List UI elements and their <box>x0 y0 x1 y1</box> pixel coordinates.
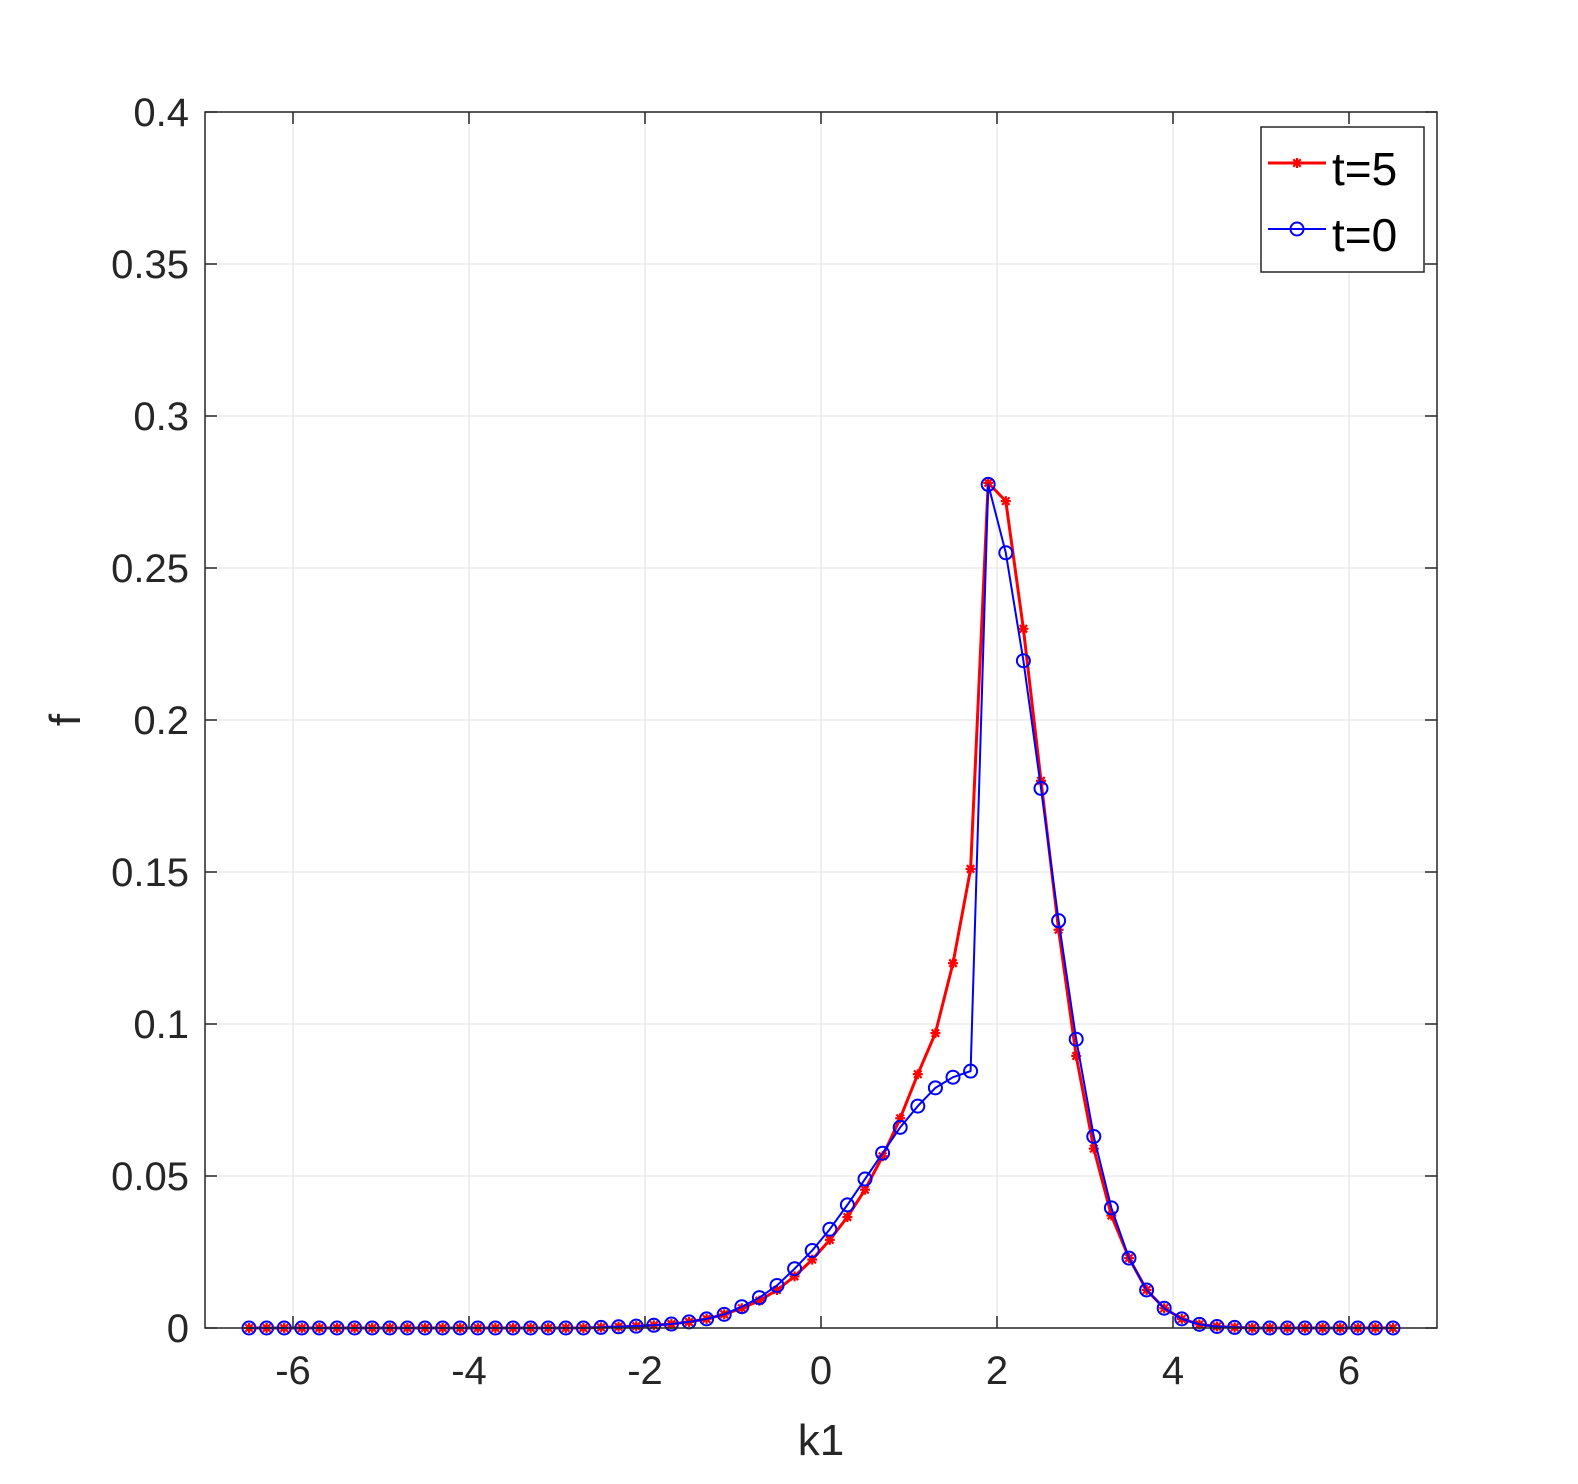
tick-labels: -6 -4 -2 0 2 4 6 0 0.05 0.1 0.15 0.2 0.25 0.3 0.35 0.4 <box>111 91 1360 1393</box>
x-tick-label: -4 <box>451 1349 487 1393</box>
data-point <box>734 1299 750 1315</box>
data-point <box>699 1311 715 1327</box>
data-point <box>1191 1316 1207 1332</box>
data-point <box>787 1261 803 1277</box>
y-tick-label: 0.2 <box>133 699 189 743</box>
data-point <box>912 1069 923 1080</box>
legend-box <box>1260 126 1425 273</box>
legend-marker <box>1289 221 1305 237</box>
data-point <box>611 1319 627 1335</box>
y-tick-label: 0.05 <box>111 1155 189 1199</box>
data-point <box>945 1069 961 1085</box>
data-point <box>769 1277 785 1293</box>
x-tick-label: 4 <box>1162 1349 1184 1393</box>
data-point <box>716 1306 732 1322</box>
data-point <box>857 1171 873 1187</box>
data-point <box>1156 1300 1172 1316</box>
data-point <box>1209 1318 1225 1334</box>
data-point <box>948 958 958 969</box>
data-point <box>1018 623 1029 634</box>
x-tick-label: 2 <box>986 1349 1008 1393</box>
data-point <box>1051 913 1067 929</box>
legend-marker <box>1292 158 1302 168</box>
x-tick-label: 0 <box>810 1349 832 1393</box>
data-point <box>892 1119 908 1135</box>
y-tick-label: 0.1 <box>133 1003 189 1047</box>
data-point <box>980 476 996 492</box>
y-tick-label: 0.3 <box>133 395 189 439</box>
data-point <box>1103 1200 1119 1216</box>
data-point <box>875 1145 891 1161</box>
data-point <box>1068 1031 1084 1047</box>
data-point <box>842 1212 853 1223</box>
x-tick-label: -6 <box>275 1349 311 1393</box>
data-point <box>822 1221 838 1237</box>
data-point <box>930 1028 941 1039</box>
x-axis-title: k1 <box>798 1416 844 1465</box>
y-tick-label: 0.15 <box>111 851 189 895</box>
data-point <box>1000 496 1011 507</box>
y-tick-label: 0.35 <box>111 243 189 287</box>
y-tick-label: 0.25 <box>111 547 189 591</box>
data-point <box>965 863 976 874</box>
data-point <box>628 1318 644 1334</box>
data-point <box>1086 1128 1102 1144</box>
data-point <box>839 1197 855 1213</box>
legend-label-t0: t=0 <box>1332 209 1397 261</box>
x-tick-label: 6 <box>1338 1349 1360 1393</box>
y-tick-label: 0.4 <box>133 91 189 135</box>
data-point <box>751 1290 767 1306</box>
data-point <box>1033 780 1049 796</box>
y-tick-label: 0 <box>167 1307 189 1351</box>
ticks <box>205 111 1437 1329</box>
data-point <box>1174 1311 1190 1327</box>
data-point <box>663 1316 679 1332</box>
data-point <box>1015 653 1031 669</box>
data-point <box>646 1317 662 1333</box>
legend-label-t5: t=5 <box>1332 143 1397 195</box>
x-tick-label: -2 <box>627 1349 663 1393</box>
data-point <box>963 1063 979 1079</box>
data-point <box>1139 1282 1155 1298</box>
series-layer <box>241 476 1401 1336</box>
data-point <box>804 1242 820 1258</box>
data-point <box>1121 1250 1137 1266</box>
data-point <box>910 1098 926 1114</box>
legend: t=5 t=0 <box>1260 126 1425 273</box>
y-axis-title: f <box>41 713 90 726</box>
data-point <box>998 545 1014 561</box>
legend-items <box>1268 158 1326 237</box>
data-point <box>927 1080 943 1096</box>
